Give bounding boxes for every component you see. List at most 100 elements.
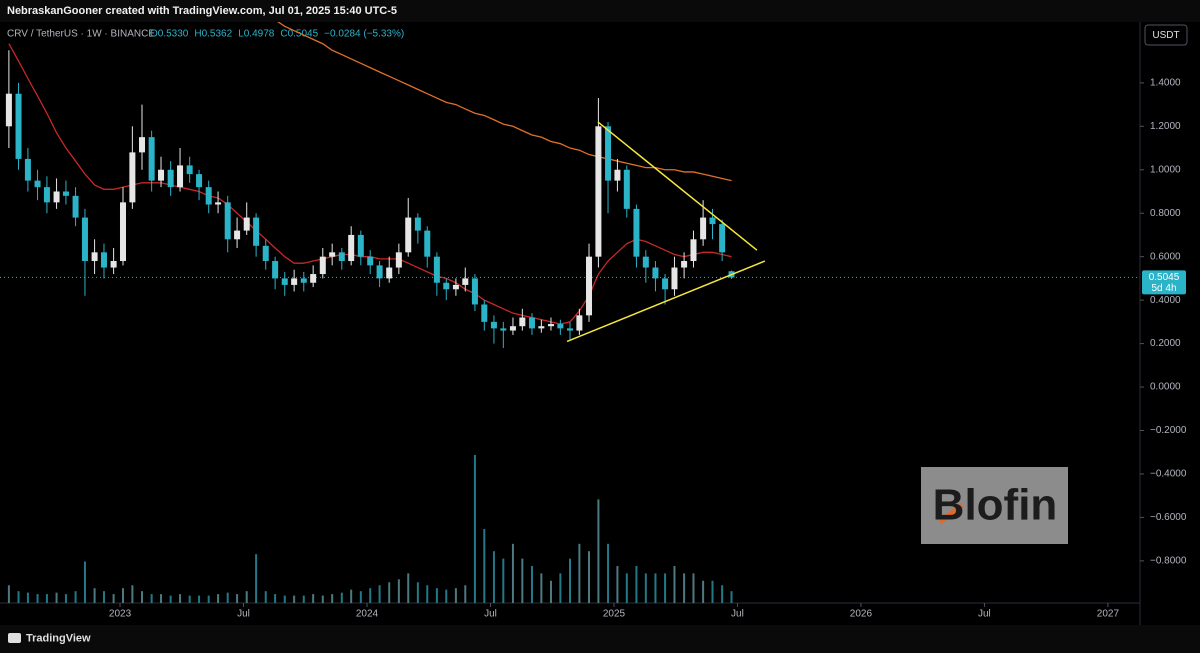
volume-bar: [217, 594, 220, 603]
volume-bar: [473, 455, 476, 603]
candle-body: [443, 282, 450, 290]
candle-body: [34, 180, 41, 188]
ohlc-item: L0.4978: [238, 29, 275, 40]
candle-body: [481, 304, 488, 322]
candle-body: [547, 324, 554, 327]
currency-label[interactable]: USDT: [1152, 30, 1179, 41]
volume-bar: [55, 592, 58, 603]
candle-body: [100, 252, 107, 268]
candle-body: [119, 202, 126, 262]
candle-body: [139, 137, 146, 153]
volume-bar: [369, 588, 372, 603]
volume-bar: [569, 558, 571, 603]
volume-bar: [673, 566, 676, 603]
candle-body: [91, 252, 98, 262]
y-tick-label: 0.0000: [1150, 382, 1181, 393]
candle-body: [405, 217, 412, 253]
watermark-text: Blofin: [933, 481, 1058, 530]
volume-bar: [102, 591, 105, 603]
candle-body: [490, 321, 497, 329]
volume-bar: [492, 551, 495, 603]
y-tick-label: 0.2000: [1150, 338, 1181, 349]
candle-body: [5, 93, 12, 127]
candle-body: [424, 230, 431, 257]
volume-bar: [454, 588, 457, 603]
volume-bar: [359, 591, 362, 603]
volume-bar: [654, 573, 657, 603]
volume-bar: [435, 588, 438, 603]
volume-bar: [188, 595, 191, 603]
candle-body: [690, 239, 697, 262]
ohlc-item: C0.5045: [280, 29, 318, 40]
candle-body: [709, 217, 716, 225]
x-tick-label: Jul: [237, 609, 250, 620]
volume-bar: [293, 595, 296, 603]
x-tick-label: 2026: [850, 609, 873, 620]
volume-bar: [312, 594, 315, 603]
ohlc-item: −0.0284 (−5.33%): [324, 29, 404, 40]
candle-body: [605, 126, 612, 181]
volume-bar: [388, 582, 391, 603]
volume-bar: [45, 594, 48, 603]
volume-bar: [521, 558, 524, 603]
volume-bar: [721, 585, 724, 603]
volume-bar: [283, 595, 286, 603]
candle-body: [452, 284, 459, 290]
candle-body: [719, 224, 726, 253]
candle-body: [196, 174, 203, 188]
candle-body: [700, 217, 707, 240]
volume-bar: [350, 589, 353, 603]
currency-button[interactable]: [1144, 24, 1188, 46]
candle-body: [357, 234, 364, 257]
volume-bar: [664, 573, 667, 603]
volume-bar: [511, 543, 514, 603]
volume-bar: [93, 588, 96, 603]
countdown-label: 5d 4h: [1151, 283, 1176, 294]
candle-body: [262, 245, 269, 262]
header-title: NebraskanGooner created with TradingView…: [7, 5, 397, 17]
candle-body: [433, 256, 440, 283]
volume-bar: [483, 529, 486, 603]
volume-bar: [236, 594, 239, 603]
candle-body: [500, 328, 507, 331]
candle-body: [586, 256, 593, 316]
candle-body: [367, 256, 374, 266]
y-tick-label: 0.4000: [1150, 295, 1181, 306]
volume-bar: [36, 594, 39, 603]
y-tick-label: −0.6000: [1150, 512, 1187, 523]
volume-bar: [445, 589, 448, 603]
volume-bar: [207, 595, 210, 603]
candle-body: [310, 274, 317, 283]
candle-body: [24, 158, 31, 181]
y-tick-label: −0.2000: [1150, 425, 1187, 436]
x-tick-label: Jul: [731, 609, 744, 620]
volume-bar: [625, 573, 628, 603]
candle-body: [272, 261, 279, 279]
volume-bar: [578, 543, 581, 603]
last-price-box: [1142, 270, 1186, 295]
footer-brand: TradingView: [26, 632, 91, 644]
volume-bar: [597, 499, 600, 603]
volume-bar: [274, 594, 277, 603]
candle-body: [623, 169, 630, 209]
volume-bar: [378, 585, 381, 603]
volume-bar: [692, 573, 695, 603]
volume-bar: [426, 585, 429, 603]
volume-bar: [397, 579, 400, 603]
ohlc-item: H0.5362: [194, 29, 232, 40]
axes: 1.4000 1.2000 1.0000 0.8000 0.6000 0.4000 0.20…: [109, 77, 1187, 619]
y-tick-label: 1.2000: [1150, 121, 1181, 132]
candle-body: [671, 267, 678, 290]
volume-bar: [17, 591, 20, 603]
volume-bar: [616, 566, 619, 603]
candle-body: [253, 217, 260, 246]
candle-body: [633, 208, 640, 257]
watermark: Blofin: [921, 467, 1068, 544]
trendline: [566, 260, 766, 343]
candle-body: [148, 137, 155, 181]
candle-body: [129, 152, 136, 203]
x-tick-label: 2027: [1097, 609, 1120, 620]
y-tick-label: −0.4000: [1150, 469, 1187, 480]
